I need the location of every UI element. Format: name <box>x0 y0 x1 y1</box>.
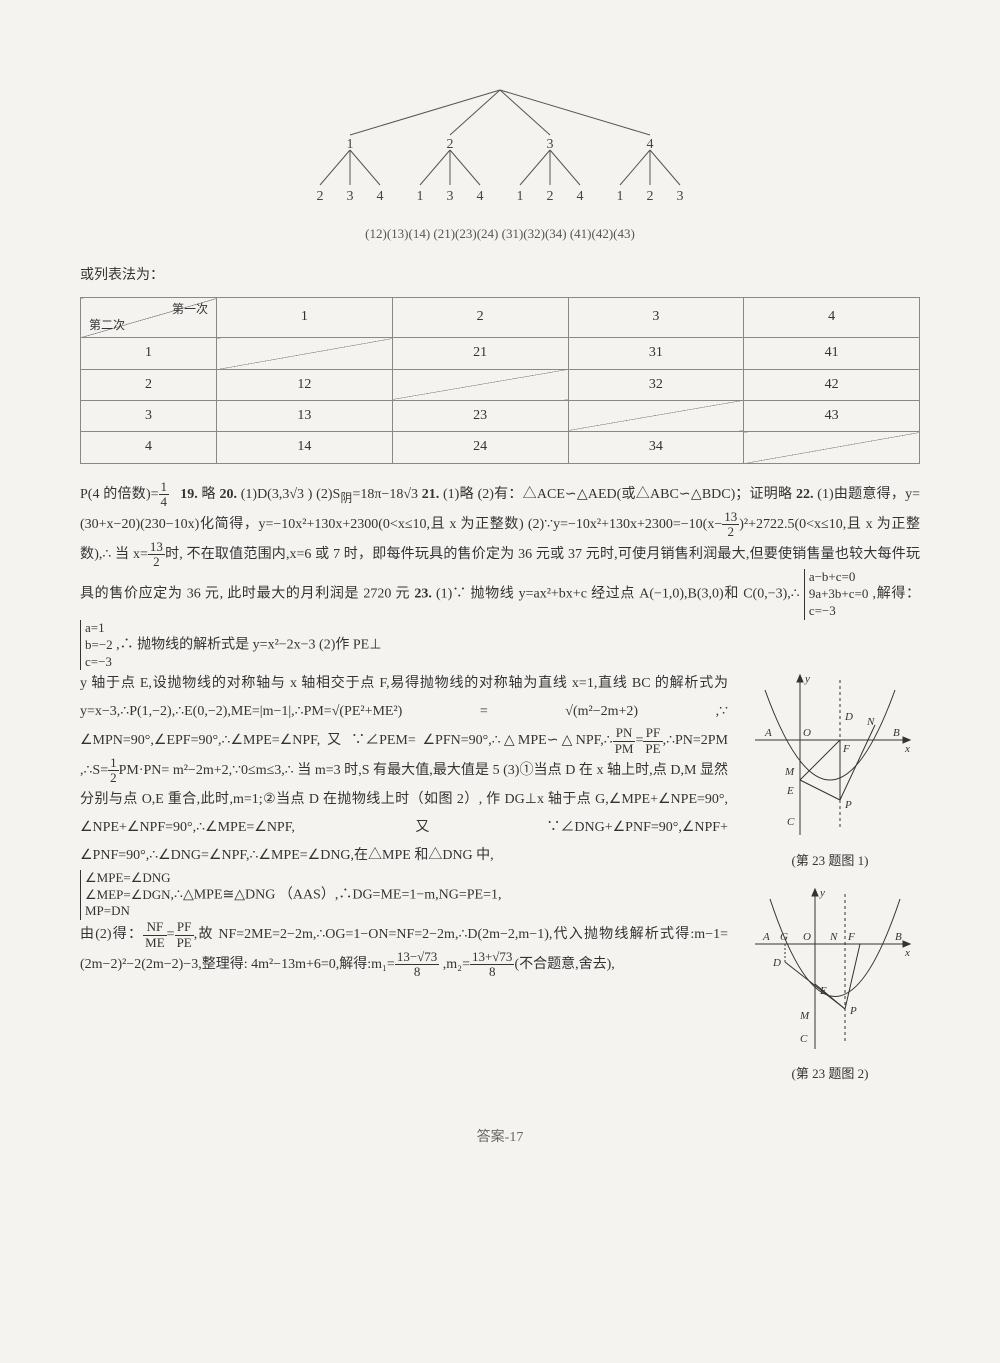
svg-text:F: F <box>847 931 855 943</box>
figure-2-svg: A G O N F B x y D E P M C <box>745 884 915 1054</box>
svg-text:1: 1 <box>617 189 624 204</box>
svg-text:A: A <box>764 727 772 739</box>
tree-svg: 1 2 3 4 2 3 4 1 3 4 1 2 4 1 2 3 <box>270 80 730 220</box>
solution-text-lower: y 轴于点 E,设抛物线的对称轴与 x 轴相交于点 F,易得抛物线的对称轴为直线… <box>80 670 728 1096</box>
table-row: 3 13 23 43 <box>81 400 920 431</box>
svg-text:x: x <box>904 947 910 959</box>
outcome-table: 第一次 第二次 1 2 3 4 1 21 31 41 2 12 32 42 3 … <box>80 297 920 464</box>
table-header-diag: 第一次 第二次 <box>81 298 217 338</box>
svg-text:C: C <box>800 1033 808 1045</box>
svg-text:A: A <box>762 931 770 943</box>
tree-diagram: 1 2 3 4 2 3 4 1 3 4 1 2 4 1 2 3 (12)(13)(14) (21)(2… <box>80 80 920 245</box>
svg-text:y: y <box>804 673 810 685</box>
page-footer: 答案-17 <box>80 1127 920 1149</box>
equation-system-3: ∠MPE=∠DNG∠MEP=∠DGNMP=DN <box>80 870 171 921</box>
svg-text:O: O <box>803 931 811 943</box>
svg-text:O: O <box>803 727 811 739</box>
svg-text:4: 4 <box>477 189 484 204</box>
figure-1-svg: A O B x y D N F M E P C <box>745 670 915 840</box>
svg-text:2: 2 <box>317 189 324 204</box>
svg-text:N: N <box>866 716 875 728</box>
col-1: 1 <box>217 298 393 338</box>
svg-text:y: y <box>819 887 825 899</box>
svg-text:4: 4 <box>647 137 654 152</box>
svg-text:3: 3 <box>677 189 684 204</box>
svg-text:E: E <box>819 985 827 997</box>
tree-outcomes: (12)(13)(14) (21)(23)(24) (31)(32)(34) (… <box>80 224 920 245</box>
svg-text:M: M <box>799 1010 810 1022</box>
svg-text:G: G <box>780 931 788 943</box>
svg-text:1: 1 <box>347 137 354 152</box>
svg-text:F: F <box>842 743 850 755</box>
figure-1: A O B x y D N F M E P C (第 23 题图 1) <box>740 670 920 871</box>
svg-text:D: D <box>772 957 781 969</box>
svg-text:D: D <box>844 711 853 723</box>
svg-text:4: 4 <box>577 189 584 204</box>
svg-text:x: x <box>904 743 910 755</box>
table-row: 2 12 32 42 <box>81 369 920 400</box>
svg-text:B: B <box>895 931 902 943</box>
svg-text:4: 4 <box>377 189 384 204</box>
svg-text:N: N <box>829 931 838 943</box>
svg-text:3: 3 <box>447 189 454 204</box>
svg-text:3: 3 <box>347 189 354 204</box>
svg-text:3: 3 <box>547 137 554 152</box>
svg-text:2: 2 <box>547 189 554 204</box>
table-row: 1 21 31 41 <box>81 338 920 369</box>
svg-text:M: M <box>784 766 795 778</box>
svg-text:E: E <box>786 785 794 797</box>
table-intro: 或列表法为： <box>80 265 920 287</box>
svg-text:2: 2 <box>447 137 454 152</box>
solution-text-upper: P(4 的倍数)=14 19. 略 20. (1)D(3,3√3 ) (2)S阴… <box>80 480 920 671</box>
col-4: 4 <box>744 298 920 338</box>
col-3: 3 <box>568 298 744 338</box>
col-2: 2 <box>392 298 568 338</box>
svg-text:1: 1 <box>417 189 424 204</box>
svg-text:C: C <box>787 816 795 828</box>
svg-text:P: P <box>849 1005 857 1017</box>
equation-system-1: a−b+c=09a+3b+c=0c=−3 <box>804 569 869 620</box>
table-row: 4 14 24 34 <box>81 432 920 463</box>
equation-system-2: a=1b=−2c=−3 <box>80 620 113 671</box>
svg-text:2: 2 <box>647 189 654 204</box>
svg-text:P: P <box>844 799 852 811</box>
svg-text:B: B <box>893 727 900 739</box>
svg-text:1: 1 <box>517 189 524 204</box>
figure-2: A G O N F B x y D E P M C (第 23 题图 2) <box>740 884 920 1085</box>
